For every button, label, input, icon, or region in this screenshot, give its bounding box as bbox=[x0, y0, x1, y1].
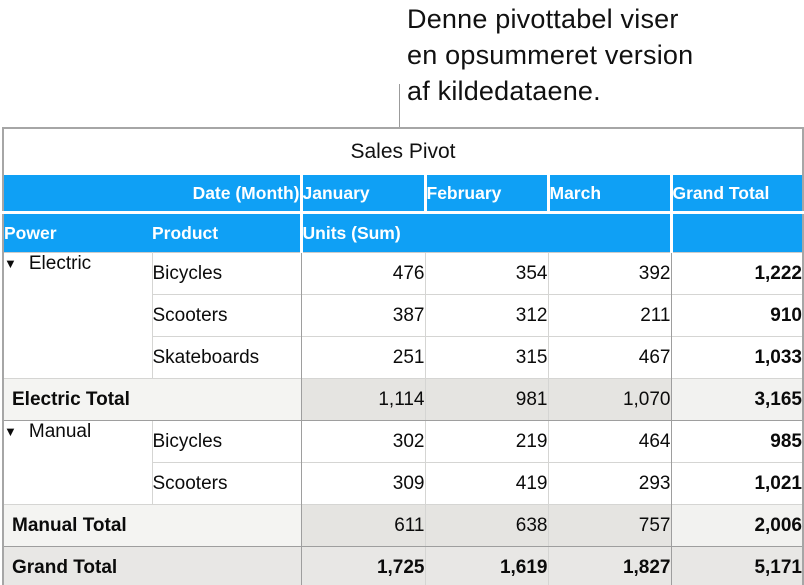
callout-line-3: af kildedataene. bbox=[407, 76, 601, 106]
subtotal-value-cell[interactable]: 981 bbox=[424, 378, 548, 421]
table-title-row: Sales Pivot bbox=[3, 128, 803, 175]
subtotal-grand-cell[interactable]: 3,165 bbox=[670, 378, 803, 421]
table-row: Scooters 309 419 293 1,021 bbox=[3, 462, 803, 505]
value-cell[interactable]: 312 bbox=[424, 294, 548, 337]
group-cell-manual[interactable]: ▼ Manual bbox=[3, 420, 153, 505]
row-total-cell[interactable]: 1,033 bbox=[670, 336, 803, 379]
value-cell[interactable]: 251 bbox=[300, 336, 425, 379]
group-cell-electric[interactable]: ▼ Electric bbox=[3, 252, 153, 379]
grand-total-label[interactable]: Grand Total bbox=[3, 546, 301, 585]
grand-total-grand-cell[interactable]: 5,171 bbox=[670, 546, 803, 585]
callout-annotation: Denne pivottabel viser en opsummeret ver… bbox=[407, 1, 693, 109]
value-cell[interactable]: 387 bbox=[300, 294, 425, 337]
row-total-cell[interactable]: 985 bbox=[670, 420, 803, 463]
subtotal-row-manual: Manual Total 611 638 757 2,006 bbox=[3, 504, 803, 547]
value-cell[interactable]: 392 bbox=[547, 252, 671, 295]
header-units-sum[interactable]: Units (Sum) bbox=[299, 212, 671, 253]
disclosure-triangle-icon[interactable]: ▼ bbox=[4, 256, 17, 271]
subtotal-value-cell[interactable]: 611 bbox=[300, 504, 425, 547]
row-total-cell[interactable]: 910 bbox=[670, 294, 803, 337]
value-cell[interactable]: 464 bbox=[547, 420, 671, 463]
value-cell[interactable]: 219 bbox=[424, 420, 548, 463]
column-header-row: Date (Month) January February March Gran… bbox=[3, 175, 803, 214]
header-power[interactable]: Power bbox=[3, 212, 152, 253]
product-cell[interactable]: Scooters bbox=[152, 462, 301, 505]
header-grand-total[interactable]: Grand Total bbox=[669, 175, 803, 214]
product-cell[interactable]: Skateboards bbox=[152, 336, 301, 379]
value-cell[interactable]: 419 bbox=[424, 462, 548, 505]
callout-line-2: en opsummeret version bbox=[407, 40, 694, 70]
value-cell[interactable]: 467 bbox=[547, 336, 671, 379]
value-cell[interactable]: 302 bbox=[300, 420, 425, 463]
subtotal-value-cell[interactable]: 757 bbox=[547, 504, 671, 547]
header-february[interactable]: February bbox=[423, 175, 548, 214]
table-row: ▼ Electric Bicycles 476 354 392 1,222 bbox=[3, 252, 803, 379]
callout-line-1: Denne pivottabel viser bbox=[407, 4, 679, 34]
table-row: Scooters 387 312 211 910 bbox=[3, 294, 803, 337]
table-title[interactable]: Sales Pivot bbox=[3, 128, 803, 175]
grand-total-row: Grand Total 1,725 1,619 1,827 5,171 bbox=[3, 546, 803, 585]
value-cell[interactable]: 309 bbox=[300, 462, 425, 505]
header-date-month[interactable]: Date (Month) bbox=[3, 175, 301, 214]
row-total-cell[interactable]: 1,222 bbox=[670, 252, 803, 295]
value-cell[interactable]: 476 bbox=[300, 252, 425, 295]
grand-total-value-cell[interactable]: 1,725 bbox=[300, 546, 425, 585]
product-cell[interactable]: Bicycles bbox=[152, 420, 301, 463]
subtotal-value-cell[interactable]: 1,114 bbox=[300, 378, 425, 421]
value-cell[interactable]: 293 bbox=[547, 462, 671, 505]
pivot-table[interactable]: Sales Pivot Date (Month) January Februar… bbox=[2, 127, 804, 585]
field-header-row: Power Product Units (Sum) bbox=[3, 212, 803, 253]
subtotal-grand-cell[interactable]: 2,006 bbox=[670, 504, 803, 547]
header-grand-total-spacer bbox=[669, 212, 803, 253]
group-label: Electric bbox=[28, 253, 92, 275]
grand-total-value-cell[interactable]: 1,827 bbox=[547, 546, 671, 585]
callout-connector-line bbox=[399, 84, 400, 127]
subtotal-value-cell[interactable]: 638 bbox=[424, 504, 548, 547]
product-cell[interactable]: Bicycles bbox=[152, 252, 301, 295]
value-cell[interactable]: 354 bbox=[424, 252, 548, 295]
table-row: ▼ Manual Bicycles 302 219 464 985 bbox=[3, 420, 803, 505]
subtotal-label[interactable]: Electric Total bbox=[3, 378, 301, 421]
disclosure-triangle-icon[interactable]: ▼ bbox=[4, 424, 17, 439]
subtotal-row-electric: Electric Total 1,114 981 1,070 3,165 bbox=[3, 378, 803, 421]
header-march[interactable]: March bbox=[546, 175, 671, 214]
table-row: Skateboards 251 315 467 1,033 bbox=[3, 336, 803, 379]
header-product[interactable]: Product bbox=[152, 212, 301, 253]
value-cell[interactable]: 315 bbox=[424, 336, 548, 379]
header-january[interactable]: January bbox=[299, 175, 425, 214]
subtotal-label[interactable]: Manual Total bbox=[3, 504, 301, 547]
group-label: Manual bbox=[28, 421, 92, 442]
row-total-cell[interactable]: 1,021 bbox=[670, 462, 803, 505]
product-cell[interactable]: Scooters bbox=[152, 294, 301, 337]
value-cell[interactable]: 211 bbox=[547, 294, 671, 337]
subtotal-value-cell[interactable]: 1,070 bbox=[547, 378, 671, 421]
grand-total-value-cell[interactable]: 1,619 bbox=[424, 546, 548, 585]
